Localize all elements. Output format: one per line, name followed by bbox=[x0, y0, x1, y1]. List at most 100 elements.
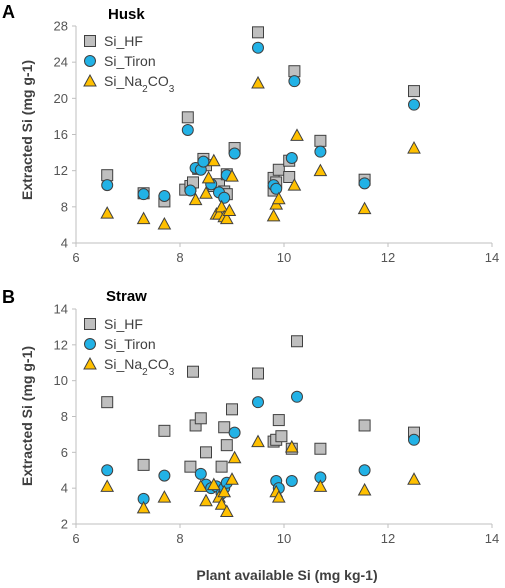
panel-b-point-tiron bbox=[358, 464, 371, 477]
panel-b-point-hf bbox=[252, 367, 264, 380]
panel-b-y-axis-label: Extracted Si (mg g-1) bbox=[19, 346, 35, 486]
panel-a-point-tiron bbox=[137, 188, 150, 201]
panel-a-point-hf bbox=[181, 111, 194, 124]
panel-a-point-hf bbox=[314, 134, 327, 147]
panel-b-point-na2co3 bbox=[219, 504, 234, 517]
panel-a-x-tick-label: 6 bbox=[72, 250, 79, 265]
panel-b-x-tick-label: 14 bbox=[485, 531, 499, 546]
panel-a-point-hf bbox=[101, 169, 114, 182]
panel-a-point-hf bbox=[283, 170, 296, 183]
panel-b-point-na2co3 bbox=[357, 482, 372, 496]
panel-b-point-na2co3 bbox=[100, 479, 115, 492]
panel-a-point-na2co3 bbox=[287, 178, 302, 191]
panel-a-point-na2co3 bbox=[271, 191, 286, 205]
panel-a-point-na2co3 bbox=[199, 186, 213, 199]
panel-b-point-na2co3 bbox=[136, 500, 151, 514]
panel-a-y-tick-label: 20 bbox=[54, 91, 68, 106]
panel-a-point-na2co3 bbox=[251, 75, 265, 89]
panel-b-point-na2co3 bbox=[284, 439, 299, 453]
legend-label-tiron: Si_Tiron bbox=[104, 336, 156, 352]
panel-b-point-tiron bbox=[291, 390, 303, 403]
panel-b-point-na2co3 bbox=[157, 490, 172, 503]
panel-b-x-tick-label: 10 bbox=[277, 531, 291, 546]
panel-a-point-tiron bbox=[288, 75, 301, 88]
panel-a-point-tiron bbox=[197, 155, 210, 168]
panel-a-point-tiron bbox=[184, 184, 197, 197]
panel-b-y-tick-label: 2 bbox=[61, 517, 68, 532]
panel-b-x-tick-label: 8 bbox=[176, 531, 183, 546]
panel-b-y-tick-label: 12 bbox=[54, 337, 68, 352]
panel-a-y-tick-label: 24 bbox=[54, 55, 68, 70]
panel-b-point-na2co3 bbox=[225, 472, 239, 485]
panel-a-y-tick-label: 12 bbox=[54, 163, 68, 178]
panel-a-y-axis-label: Extracted Si (mg g-1) bbox=[19, 60, 35, 200]
panel-b-point-hf bbox=[101, 396, 114, 409]
panel-a-point-hf bbox=[408, 85, 420, 98]
panel-b-point-na2co3 bbox=[199, 493, 213, 507]
panel-a-x-tick-label: 10 bbox=[277, 250, 291, 265]
panel-b-point-na2co3 bbox=[313, 479, 328, 492]
panel-b-point-hf bbox=[194, 412, 207, 425]
panel-b-point-tiron bbox=[252, 396, 264, 409]
panel-label-a: A bbox=[2, 2, 15, 22]
panel-a-y-tick-label: 8 bbox=[61, 199, 68, 214]
panel-a-point-tiron bbox=[228, 147, 241, 160]
panel-a-y-tick-label: 4 bbox=[61, 236, 68, 251]
panel-a-x-tick-label: 12 bbox=[381, 250, 395, 265]
panel-a-point-na2co3 bbox=[136, 211, 151, 225]
panel-b-title: Straw bbox=[106, 288, 147, 305]
panel-a-legend-marker-hf bbox=[84, 35, 96, 47]
panel-b-point-hf bbox=[358, 419, 371, 432]
panel-a-x-tick-label: 14 bbox=[485, 250, 499, 265]
panel-b-y-tick-label: 10 bbox=[54, 373, 68, 388]
panel-a-legend-marker-tiron bbox=[84, 55, 96, 67]
panel-b-point-hf bbox=[187, 365, 199, 378]
panel-b-point-tiron bbox=[158, 469, 171, 482]
panel-a-point-hf bbox=[272, 163, 285, 176]
panel-b-point-hf bbox=[184, 460, 197, 473]
panel-b-point-na2co3 bbox=[251, 434, 265, 448]
panel-b-point-na2co3 bbox=[214, 497, 229, 510]
panel-b-point-na2co3 bbox=[227, 450, 242, 464]
panel-a-point-na2co3 bbox=[157, 216, 172, 230]
panel-a-point-na2co3 bbox=[222, 203, 237, 216]
panel-b-point-hf bbox=[226, 403, 238, 416]
panel-a-point-tiron bbox=[358, 177, 371, 190]
panel-a-point-na2co3 bbox=[219, 211, 234, 225]
panel-a-y-tick-label: 28 bbox=[54, 19, 68, 34]
panel-a-point-tiron bbox=[218, 191, 231, 204]
panel-b-point-na2co3 bbox=[407, 472, 421, 485]
panel-label-b: B bbox=[2, 287, 15, 307]
panel-b-point-hf bbox=[200, 446, 212, 459]
panel-a-point-na2co3 bbox=[214, 199, 229, 213]
panel-a-y-tick-label: 16 bbox=[54, 127, 68, 142]
panel-a-x-tick-label: 8 bbox=[176, 250, 183, 265]
panel-a-point-tiron bbox=[408, 98, 420, 111]
panel-b-legend-marker-hf bbox=[84, 318, 96, 330]
panel-a-point-tiron bbox=[158, 189, 171, 202]
panel-b-x-tick-label: 6 bbox=[72, 531, 79, 546]
legend-label-tiron: Si_Tiron bbox=[104, 53, 156, 69]
legend-label-hf: Si_HF bbox=[104, 33, 143, 49]
panel-a-point-na2co3 bbox=[290, 128, 304, 141]
panel-b-legend-marker-na2co3 bbox=[83, 356, 97, 370]
panel-b-point-hf bbox=[218, 421, 231, 434]
panel-b-y-tick-label: 6 bbox=[61, 445, 68, 460]
panel-a-point-na2co3 bbox=[206, 153, 221, 167]
panel-b-point-na2co3 bbox=[193, 479, 208, 492]
panel-b-point-hf bbox=[275, 430, 288, 443]
legend-label-hf: Si_HF bbox=[104, 316, 143, 332]
panel-b-point-tiron bbox=[101, 464, 114, 477]
legend-label-na2co3: Si_Na2CO3 bbox=[104, 356, 175, 378]
panel-a-point-tiron bbox=[181, 123, 194, 136]
panel-b-legend-marker-tiron bbox=[84, 338, 96, 350]
panel-b-point-hf bbox=[291, 335, 303, 348]
panel-b-x-tick-label: 12 bbox=[381, 531, 395, 546]
panel-a-point-na2co3 bbox=[100, 206, 115, 219]
panel-b-y-tick-label: 8 bbox=[61, 409, 68, 424]
legend-label-na2co3: Si_Na2CO3 bbox=[104, 73, 175, 95]
panel-b-point-hf bbox=[137, 458, 150, 471]
panel-a-point-na2co3 bbox=[313, 163, 328, 177]
panel-b-plot: 6 8 10 12 14 2 4 6 8 10 12 14 Si_HF Si_Tiron Si_Na2CO3 bbox=[54, 302, 500, 547]
